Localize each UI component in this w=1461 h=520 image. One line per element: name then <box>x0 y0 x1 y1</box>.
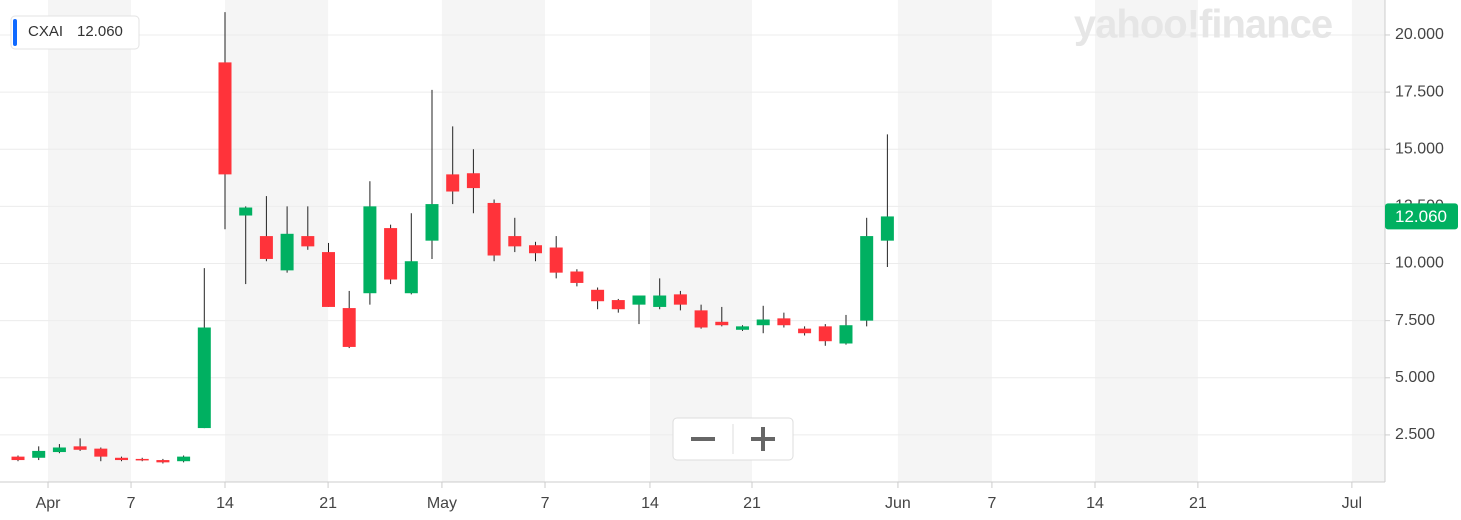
x-tick-label: 14 <box>1086 495 1104 512</box>
x-tick-label: 7 <box>541 495 550 512</box>
x-tick-label: 7 <box>127 495 136 512</box>
ticker-symbol: CXAI <box>28 23 63 40</box>
candle-body <box>715 321 729 326</box>
candle-body <box>528 245 542 254</box>
axes: 2.5005.0007.50010.00012.50015.00017.5002… <box>36 26 1444 512</box>
candles <box>11 12 894 464</box>
candle-body <box>177 456 191 462</box>
ticker-price: 12.060 <box>77 23 123 40</box>
candle-body <box>446 174 460 192</box>
candle-body <box>735 326 749 330</box>
candle-body <box>280 233 294 271</box>
price-tag: 12.060 <box>1385 203 1458 230</box>
candle-body <box>52 447 66 453</box>
candle-body <box>756 319 770 326</box>
candle-body <box>218 62 232 175</box>
x-tick-label: 21 <box>743 495 761 512</box>
x-tick-label: Jul <box>1342 495 1362 512</box>
candle-body <box>777 318 791 326</box>
candle-body <box>798 328 812 334</box>
y-tick-label: 2.500 <box>1395 426 1435 443</box>
candle-body <box>570 271 584 283</box>
candle-body <box>384 228 398 280</box>
y-tick-label: 7.500 <box>1395 312 1435 329</box>
x-tick-label: 14 <box>641 495 659 512</box>
week-band <box>48 0 132 482</box>
x-tick-label: 7 <box>987 495 996 512</box>
week-band <box>897 0 992 482</box>
candle-body <box>839 325 853 344</box>
week-band <box>1095 0 1198 482</box>
candle-body <box>880 216 894 241</box>
candle-body <box>466 173 480 189</box>
candle-body <box>818 326 832 342</box>
candle-body <box>549 247 563 273</box>
y-tick-label: 20.000 <box>1395 26 1444 43</box>
candle-body <box>115 457 129 461</box>
candle-body <box>135 458 149 461</box>
candle-body <box>197 327 211 429</box>
week-bands <box>48 0 1385 482</box>
logo: yahoo!finance <box>1074 3 1332 47</box>
candle-body <box>860 236 874 321</box>
candle-body <box>239 207 253 216</box>
candle-body <box>487 202 501 256</box>
candle-body <box>11 456 25 461</box>
candle-body <box>508 236 522 247</box>
candle-body <box>404 261 418 294</box>
candle-body <box>156 460 170 463</box>
x-tick-label: 14 <box>216 495 234 512</box>
price-tag-box <box>1385 203 1458 230</box>
x-tick-label: May <box>427 495 457 512</box>
candle-body <box>342 308 356 347</box>
candle-body <box>259 236 273 259</box>
price-tag-label: 12.060 <box>1395 207 1447 226</box>
y-tick-label: 17.500 <box>1395 83 1444 100</box>
candle-body <box>363 206 377 294</box>
y-tick-label: 10.000 <box>1395 255 1444 272</box>
badge-accent <box>13 19 17 46</box>
candle-body <box>673 294 687 305</box>
x-tick-label: Apr <box>36 495 62 512</box>
week-band <box>1351 0 1385 482</box>
candle-body <box>632 295 646 305</box>
x-tick-label: 21 <box>319 495 337 512</box>
y-tick-label: 15.000 <box>1395 140 1444 157</box>
candle-body <box>694 310 708 328</box>
candle-body <box>425 204 439 241</box>
zoom-in[interactable] <box>751 427 775 451</box>
y-tick-label: 5.000 <box>1395 369 1435 386</box>
candle-body <box>32 450 46 458</box>
week-band <box>649 0 753 482</box>
candle-body <box>611 300 625 310</box>
x-tick-label: 21 <box>1189 495 1207 512</box>
candle-body <box>301 236 315 247</box>
badge-box <box>10 15 140 50</box>
candle-body <box>94 448 108 457</box>
candle-body <box>322 252 336 307</box>
zoom-control <box>672 417 794 461</box>
candle-body <box>591 289 605 302</box>
candle-body <box>653 295 667 307</box>
ticker-badge: CXAI 12.060 <box>10 15 140 50</box>
x-tick-label: Jun <box>885 495 911 512</box>
candle-body <box>73 446 87 450</box>
